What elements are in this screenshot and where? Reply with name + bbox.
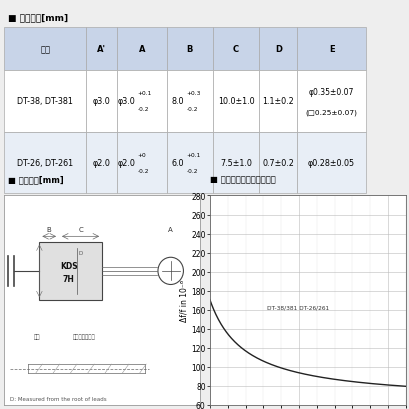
Bar: [39, 242, 102, 301]
Bar: [213, 28, 258, 71]
Bar: [213, 132, 258, 193]
Text: 型名: 型名: [40, 45, 50, 54]
Text: +0: +0: [137, 153, 146, 157]
Text: φ0.28±0.05: φ0.28±0.05: [307, 158, 354, 167]
Text: -0.2: -0.2: [186, 168, 197, 173]
Bar: [258, 71, 297, 132]
Bar: [4, 71, 86, 132]
Bar: [258, 132, 297, 193]
Bar: [86, 28, 116, 71]
Text: +0.1: +0.1: [186, 153, 200, 157]
Text: ■ 外形寸法[mm]: ■ 外形寸法[mm]: [8, 13, 68, 22]
Text: D: Measured from the root of leads: D: Measured from the root of leads: [10, 396, 106, 401]
Bar: [116, 28, 166, 71]
Text: C: C: [232, 45, 238, 54]
Y-axis label: Δf/f in 10⁻⁶: Δf/f in 10⁻⁶: [179, 279, 188, 321]
Text: 0.7±0.2: 0.7±0.2: [262, 158, 294, 167]
Text: 6.0: 6.0: [171, 158, 184, 167]
Text: φ2.0: φ2.0: [117, 158, 135, 167]
Text: -0.2: -0.2: [137, 107, 149, 112]
Text: C: C: [78, 227, 83, 233]
Bar: [166, 71, 213, 132]
Text: B: B: [186, 45, 193, 54]
Text: +0.3: +0.3: [186, 91, 200, 96]
Text: A: A: [138, 45, 145, 54]
Bar: [116, 71, 166, 132]
Text: 製造ロット番号: 製造ロット番号: [72, 333, 95, 339]
Text: 7H: 7H: [63, 274, 74, 283]
Text: φ3.0: φ3.0: [118, 97, 135, 106]
Text: 7.5±1.0: 7.5±1.0: [220, 158, 252, 167]
Text: -0.2: -0.2: [137, 168, 149, 173]
Text: B: B: [47, 227, 52, 233]
Text: E: E: [328, 45, 334, 54]
Bar: [297, 71, 365, 132]
Text: 8.0: 8.0: [171, 97, 184, 106]
Text: ■ 外形寸法[mm]: ■ 外形寸法[mm]: [8, 175, 64, 184]
Bar: [4, 28, 86, 71]
Text: A': A': [97, 45, 106, 54]
Bar: [166, 28, 213, 71]
Text: D: D: [274, 45, 281, 54]
Text: D: D: [79, 250, 83, 255]
Text: DT-38/381 DT-26/261: DT-38/381 DT-26/261: [266, 305, 328, 310]
Text: +0.1: +0.1: [137, 91, 152, 96]
Text: A: A: [168, 227, 173, 233]
Bar: [86, 71, 116, 132]
Text: φ3.0: φ3.0: [92, 97, 110, 106]
Text: -0.2: -0.2: [186, 107, 197, 112]
Text: DT-26, DT-261: DT-26, DT-261: [17, 158, 73, 167]
Text: KDS: KDS: [60, 261, 77, 270]
Bar: [116, 132, 166, 193]
Text: (□0.25±0.07): (□0.25±0.07): [305, 109, 357, 116]
Bar: [166, 132, 213, 193]
Circle shape: [157, 258, 183, 285]
Bar: [258, 28, 297, 71]
Bar: [297, 132, 365, 193]
Bar: [297, 28, 365, 71]
Bar: [86, 132, 116, 193]
Text: 色名: 色名: [34, 333, 40, 339]
Text: 1.1±0.2: 1.1±0.2: [262, 97, 294, 106]
Text: φ0.35±0.07: φ0.35±0.07: [308, 88, 353, 97]
Text: ■ 負荷容量特性（代表例）: ■ 負荷容量特性（代表例）: [209, 175, 275, 184]
Bar: [4, 132, 86, 193]
Text: φ2.0: φ2.0: [92, 158, 110, 167]
Text: DT-38, DT-381: DT-38, DT-381: [17, 97, 73, 106]
Bar: [213, 71, 258, 132]
Text: 10.0±1.0: 10.0±1.0: [217, 97, 254, 106]
